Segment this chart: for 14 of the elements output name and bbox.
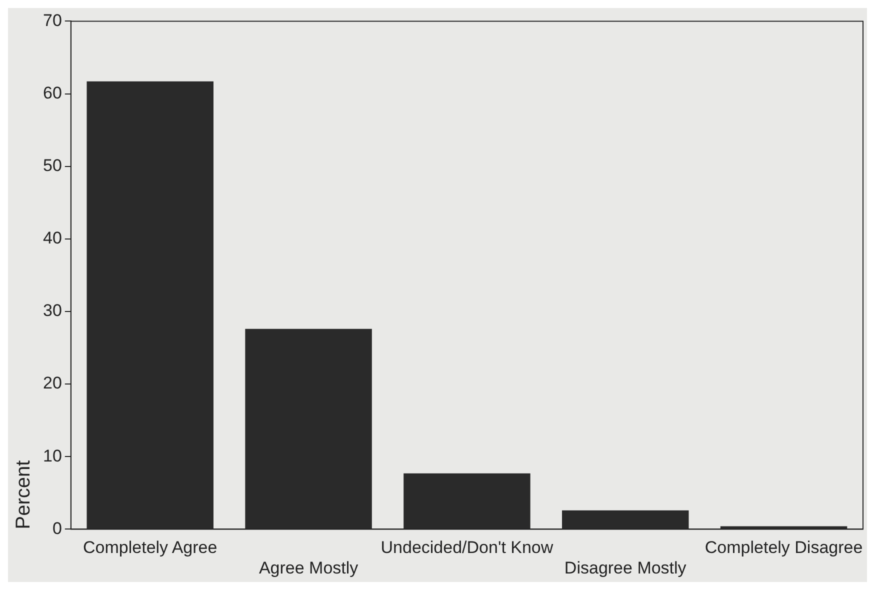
y-tick-label: 30	[42, 301, 62, 320]
y-tick-label: 10	[42, 446, 62, 466]
y-axis-title: Percent	[12, 460, 35, 530]
y-tick-label: 20	[42, 374, 62, 393]
y-tick-label: 0	[52, 518, 62, 538]
x-tick-label: Completely Disagree	[704, 538, 863, 558]
x-tick-label: Disagree Mostly	[564, 558, 687, 578]
y-tick-label: 40	[42, 228, 62, 248]
x-tick-label: Agree Mostly	[258, 558, 359, 578]
x-tick-label: Undecided/Don't Know	[380, 538, 554, 558]
y-tick-label: 50	[42, 156, 62, 176]
x-tick-label: Completely Agree	[83, 538, 218, 558]
y-tick-label: 70	[42, 10, 62, 30]
y-tick-label: 60	[42, 83, 62, 102]
